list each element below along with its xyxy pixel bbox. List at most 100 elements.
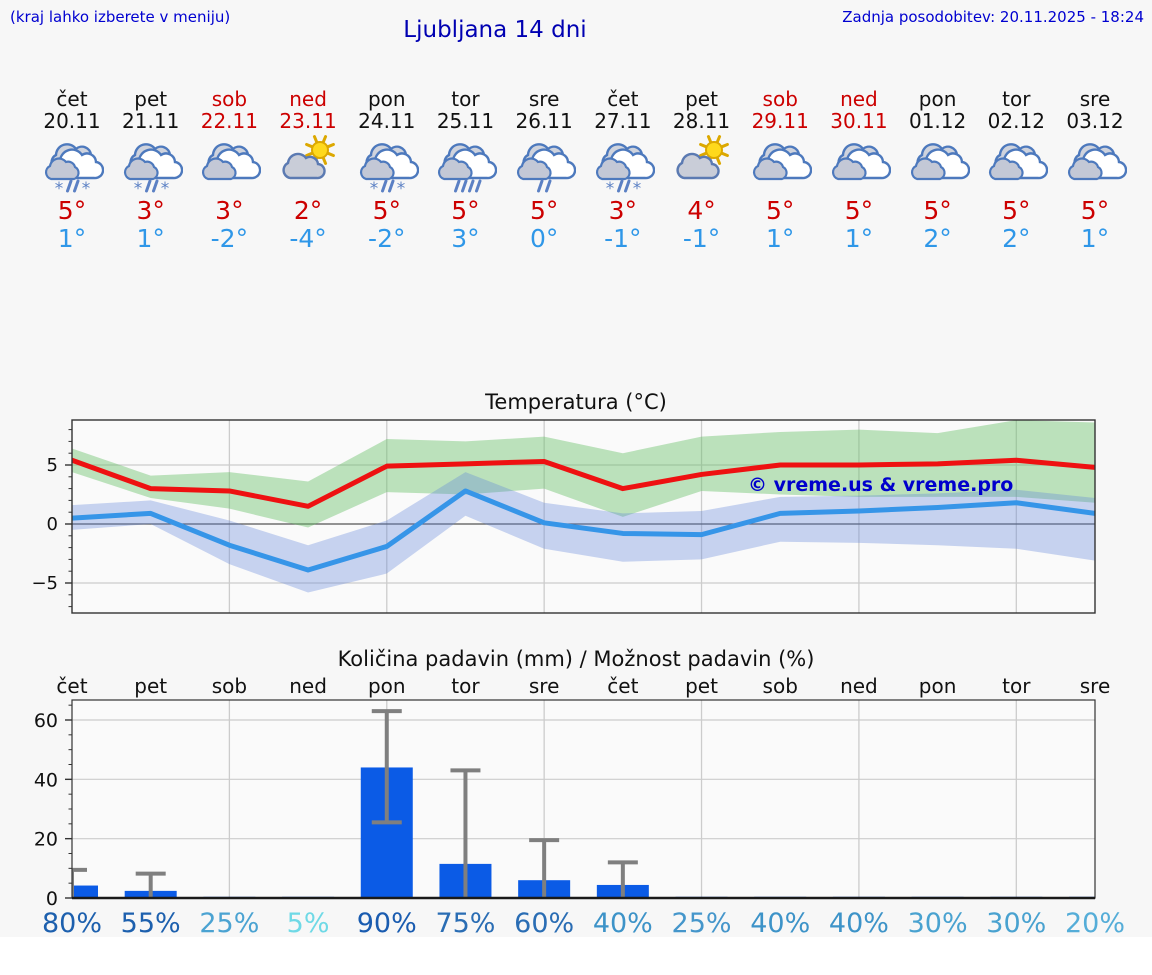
- precip-error-bar: [529, 838, 560, 898]
- day-name-label: ned: [840, 87, 878, 111]
- precip-error-bar: [135, 871, 166, 898]
- day-name-label: sre: [1079, 87, 1111, 111]
- precip-day-label: pet: [685, 674, 718, 698]
- precip-chart-title: Količina padavin (mm) / Možnost padavin …: [337, 647, 815, 671]
- svg-text:*: *: [133, 179, 142, 196]
- svg-text:*: *: [82, 179, 91, 196]
- low-temp-label: -1°: [682, 224, 721, 253]
- precip-day-label: sob: [763, 674, 798, 698]
- precip-y-tick-label: 20: [34, 829, 58, 851]
- precip-day-label: pon: [368, 674, 406, 698]
- last-updated: Zadnja posodobitev: 20.11.2025 - 18:24: [842, 8, 1144, 26]
- day-column: sre 03.12 5° 1°: [1056, 88, 1135, 252]
- day-name-label: sob: [211, 87, 248, 111]
- day-column: sre 26.11 5° 0°: [505, 88, 584, 252]
- low-temp-label: 3°: [451, 224, 480, 253]
- weather-icon-slot: [898, 134, 977, 196]
- cloudy-icon: [202, 143, 262, 181]
- precip-day-label: ned: [840, 674, 878, 698]
- low-temp-label: 1°: [1080, 224, 1110, 253]
- precip-probability-label: 25%: [672, 908, 732, 939]
- tmax-line: [72, 457, 1095, 509]
- weather-icon-slot: [190, 134, 269, 196]
- day-name-label: čet: [607, 87, 639, 111]
- precip-probability-label: 90%: [357, 908, 417, 939]
- forecast-days-row: čet 20.11 * * 5° 1° pet 21.11 * * 3° 1° sob 22.11 3° -2…: [0, 88, 1152, 258]
- rain-snow-icon: * *: [44, 143, 105, 199]
- high-temp-label: 5°: [844, 196, 874, 225]
- day-column: ned 23.11 2° -4°: [269, 88, 348, 252]
- high-temp-label: 5°: [372, 196, 401, 225]
- day-date-label: 02.12: [987, 109, 1045, 133]
- watermark: © vreme.us & vreme.pro: [748, 474, 1014, 496]
- rain-snow-icon: * *: [123, 143, 183, 199]
- precip-probability-label: 40%: [750, 908, 810, 939]
- day-date-label: 24.11: [358, 109, 416, 133]
- low-temp-label: 1°: [57, 224, 87, 253]
- weather-icon-slot: [819, 134, 898, 196]
- day-date-label: 20.11: [43, 109, 101, 133]
- precip-error-bar: [371, 709, 402, 825]
- day-column: čet 27.11 * * 3° -1°: [583, 88, 662, 252]
- precip-error-bar: [607, 860, 638, 898]
- temp-y-tick-label: 0: [47, 514, 58, 535]
- weather-icon-slot: [662, 134, 741, 196]
- precip-bar: [72, 885, 98, 898]
- weather-icon-slot: * *: [347, 134, 426, 199]
- temp-y-tick-label: −5: [31, 573, 58, 594]
- day-date-label: 01.12: [908, 109, 967, 133]
- day-column: sob 22.11 3° -2°: [190, 88, 269, 252]
- day-name-label: sre: [528, 87, 560, 111]
- svg-text:*: *: [370, 179, 379, 196]
- day-name-label: tor: [1002, 87, 1031, 111]
- rain-icon: [438, 143, 498, 193]
- precip-day-label: sre: [529, 674, 560, 698]
- weather-icon-slot: * *: [33, 134, 112, 199]
- svg-text:*: *: [397, 179, 406, 196]
- high-temp-label: 2°: [293, 196, 323, 225]
- high-temp-label: 5°: [1080, 196, 1110, 225]
- low-temp-label: 2°: [1002, 224, 1031, 253]
- low-temp-label: 1°: [766, 224, 795, 253]
- precip-probability-label: 30%: [908, 908, 968, 939]
- precip-day-label: sre: [1080, 674, 1111, 698]
- precip-probability-label: 30%: [986, 908, 1046, 939]
- day-name-label: pon: [918, 87, 957, 111]
- low-temp-label: 1°: [136, 224, 165, 253]
- weather-icon-slot: [426, 134, 505, 196]
- low-temp-label: 2°: [923, 224, 952, 253]
- high-temp-label: 3°: [215, 196, 244, 225]
- day-name-label: pet: [134, 87, 168, 111]
- low-temp-label: -2°: [368, 224, 406, 253]
- precip-probability-label: 55%: [121, 908, 181, 939]
- precip-error-bar: [450, 768, 481, 898]
- day-name-label: ned: [289, 87, 327, 111]
- tmin-line: [72, 488, 1095, 573]
- temp-y-tick-label: 5: [47, 455, 58, 476]
- day-column: sob 29.11 5° 1°: [741, 88, 820, 252]
- day-column: ned 30.11 5° 1°: [819, 88, 898, 252]
- day-column: čet 20.11 * * 5° 1°: [33, 88, 112, 252]
- precip-probability-label: 40%: [829, 908, 889, 939]
- high-temp-label: 3°: [136, 196, 165, 225]
- day-date-label: 25.11: [436, 109, 495, 133]
- high-temp-label: 5°: [451, 196, 480, 225]
- day-column: pet 28.11 4° -1°: [662, 88, 741, 252]
- precip-y-tick-label: 40: [34, 769, 58, 791]
- day-date-label: 28.11: [672, 109, 731, 133]
- light-rain-icon: [517, 143, 577, 193]
- precip-y-tick-label: 60: [34, 710, 58, 732]
- low-temp-label: -1°: [604, 224, 642, 253]
- precip-day-label: čet: [607, 674, 638, 698]
- day-name-label: sob: [762, 87, 798, 111]
- high-temp-label: 5°: [923, 196, 952, 225]
- weather-icon-slot: * *: [583, 134, 662, 199]
- page-title: Ljubljana 14 dni: [403, 17, 587, 43]
- precip-probability-label: 25%: [199, 908, 259, 939]
- high-temp-label: 5°: [529, 196, 559, 225]
- svg-text:*: *: [160, 179, 169, 196]
- rain-snow-icon: * *: [595, 143, 656, 199]
- precip-day-label: tor: [451, 674, 480, 698]
- cloudy-icon: [910, 143, 970, 181]
- low-temp-label: -4°: [289, 224, 327, 253]
